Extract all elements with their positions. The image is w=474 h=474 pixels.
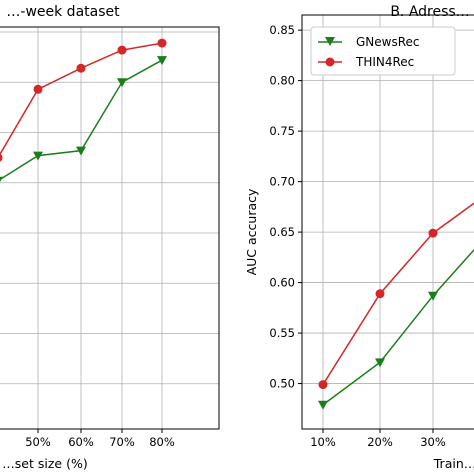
panel-b-point-thin4rec-10 [318,380,328,390]
panel-b-y-tick-0-55: 0.55 [269,326,295,340]
panel-b-y-label: AUC accuracy [244,188,259,275]
panel-a-lines [0,42,163,181]
panel-b-point-thin4rec-20 [375,289,385,299]
panel-a-x-ticks: 50% 60% 70% 80% [25,429,175,449]
legend-entry-gnewsrec: GNewsRec [318,35,420,49]
panel-b: 0.50 0.55 0.60 0.65 0.70 0.75 0.80 0.85 10% 20% 3… [244,4,474,471]
panel-b-x-ticks: 10% 20% 30% [310,429,446,449]
panel-b-line-gnewsrec [322,248,474,406]
panel-b-y-tick-0-75: 0.75 [269,124,295,138]
panel-b-y-ticks: 0.50 0.55 0.60 0.65 0.70 0.75 0.80 0.85 [269,23,302,391]
panel-a-markers [0,38,167,183]
panel-a-point-gnewsrec-60 [76,146,86,156]
panel-b-point-thin4rec-30 [428,228,438,238]
panel-a-point-gnewsrec-50 [33,151,43,161]
panel-b-y-tick-0-60: 0.60 [269,276,295,290]
panel-b-title: B. Adress… [390,4,469,20]
panel-a-x-tick-60: 60% [68,435,94,449]
panel-a-x-tick-50: 50% [25,435,51,449]
panel-a-point-thin4rec-80 [157,38,167,48]
panel-b-legend: GNewsRec THIN4Rec [310,26,456,76]
panel-b-x-tick-10: 10% [310,435,336,449]
panel-b-x-tick-30: 30% [420,435,446,449]
panel-a-frame [0,26,220,430]
legend-label-thin4rec: THIN4Rec [355,55,414,69]
panel-a-point-thin4rec-70 [117,45,127,55]
panel-b-y-tick-0-70: 0.70 [269,175,295,189]
panel-b-y-tick-0-85: 0.85 [269,23,295,37]
panel-b-x-tick-20: 20% [367,435,393,449]
panel-b-y-tick-0-65: 0.65 [269,225,295,239]
panel-a-x-tick-70: 70% [109,435,135,449]
panel-a-point-gnewsrec-70 [117,78,127,88]
panel-a-point-thin4rec-50 [33,84,43,94]
panel-b-y-tick-0-50: 0.50 [269,377,295,391]
panel-b-point-gnewsrec-20 [375,358,385,368]
panel-a-point-gnewsrec-40 [0,176,3,183]
panel-b-point-gnewsrec-30 [428,291,438,301]
panel-a-x-tick-80: 80% [149,435,175,449]
panel-b-line-thin4rec [322,202,474,385]
legend-entry-thin4rec: THIN4Rec [318,55,414,69]
panel-b-frame [301,14,474,430]
panel-b-point-gnewsrec-10 [318,400,328,410]
panel-a-line-thin4rec [0,42,163,156]
panel-a: 50% 60% 70% 80% …-week dataset …set size (%… [0,4,220,471]
legend-frame [310,26,456,76]
legend-label-gnewsrec: GNewsRec [356,35,420,49]
panel-b-markers [318,228,438,410]
legend-marker-thin4rec [325,57,335,67]
panel-a-line-gnewsrec [0,59,163,181]
panel-a-point-thin4rec-60 [76,63,86,73]
panel-a-title: …-week dataset [6,4,120,20]
panel-a-x-label: …set size (%) [2,456,87,471]
panel-b-x-label: Train… [433,456,474,471]
panel-a-grid [0,27,219,429]
panel-b-y-tick-0-80: 0.80 [269,74,295,88]
panel-a-point-thin4rec-40 [0,153,3,162]
panel-b-lines [322,202,474,406]
panel-a-point-gnewsrec-80 [157,56,167,66]
legend-marker-gnewsrec [325,37,335,46]
